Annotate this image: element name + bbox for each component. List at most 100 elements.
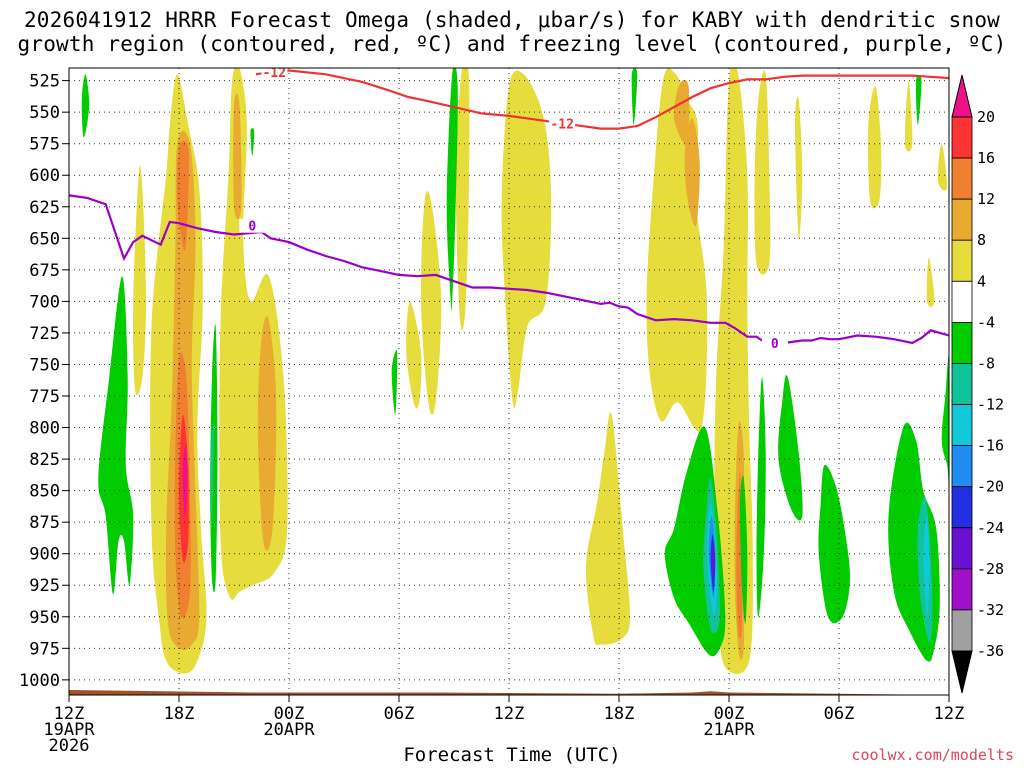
colorbar-band-1: [951, 157, 973, 200]
omega-region-11: [795, 96, 803, 240]
y-tick-label-1000: 1000: [19, 671, 60, 691]
omega-region-40: [941, 355, 949, 485]
x-tick-label-24: 12Z: [494, 704, 525, 724]
omega-region-26: [182, 445, 188, 517]
colorbar: 20 16 12 8 4 -4 -8 -12 -16 -20 -24 -28 -32 -36: [951, 74, 1004, 694]
omega-region-31: [391, 349, 398, 416]
y-tick-label-825: 825: [29, 450, 60, 470]
x-tick-label-42: 06Z: [824, 704, 855, 724]
y-tick-label-950: 950: [29, 608, 60, 628]
omega-region-30: [250, 127, 255, 157]
colorbar-label-2: 12: [977, 190, 995, 208]
colorbar-band-7: [951, 404, 973, 447]
dgz-contour-label-bg-1: [549, 116, 576, 131]
y-tick-label-600: 600: [29, 166, 60, 186]
colorbar-band-2: [951, 198, 973, 241]
omega-region-27: [81, 74, 90, 138]
x-tick-label-18: 06Z: [384, 704, 415, 724]
y-tick-label-800: 800: [29, 419, 60, 439]
x-axis-label: Forecast Time (UTC): [403, 744, 621, 766]
colorbar-band-8: [951, 445, 973, 488]
omega-region-10: [754, 70, 771, 275]
x-tick-label-6: 18Z: [164, 704, 195, 724]
omega-region-20: [673, 79, 690, 145]
site-credit[interactable]: coolwx.com/modelts: [851, 746, 1014, 764]
dgz-contour-label-1: -12: [550, 118, 573, 133]
dgz-contour-label-bg-0: [261, 68, 288, 79]
y-tick-label-625: 625: [29, 198, 60, 218]
y-tick-label-700: 700: [29, 292, 60, 312]
omega-region-37: [778, 375, 803, 521]
omega-region-32: [446, 68, 458, 311]
freezing-contour-label-0: 0: [248, 220, 256, 235]
freezing-contour-label-bg-1: [761, 336, 788, 351]
y-tick-label-850: 850: [29, 482, 60, 502]
colorbar-band-0: [951, 116, 973, 159]
grid-layer: [69, 68, 949, 695]
omega-region-36: [756, 377, 766, 617]
x-tick-label-30: 18Z: [604, 704, 635, 724]
colorbar-label-9: -20: [977, 478, 1004, 496]
omega-region-6: [501, 70, 552, 409]
colorbar-over-triangle: [951, 74, 973, 118]
colorbar-label-6: -8: [977, 354, 995, 372]
dgz-contour-label-0: -12: [263, 66, 286, 81]
colorbar-band-11: [951, 568, 973, 611]
y-tick-label-925: 925: [29, 576, 60, 596]
freezing-contour-label-1: 0: [771, 337, 779, 352]
omega-region-47: [923, 515, 930, 617]
x-tick-label-48: 12Z: [934, 704, 965, 724]
omega-region-50: [711, 541, 715, 582]
omega-region-3: [406, 301, 422, 409]
colorbar-label-0: 20: [977, 108, 995, 126]
y-axis: 525 550 575 600 625 650 675 700 725 750 775 800 825 8…: [19, 72, 69, 691]
colorbar-label-11: -28: [977, 560, 1004, 578]
omega-region-38: [818, 464, 851, 624]
colorbar-label-4: 4: [977, 272, 986, 290]
contour-layer: -12 -12 0 0: [69, 66, 949, 352]
y-tick-label-575: 575: [29, 135, 60, 155]
chart-title-line-2: growth region (contoured, red, ºC) and f…: [17, 32, 1007, 56]
omega-region-17: [257, 316, 277, 551]
omega-region-7: [585, 412, 631, 645]
y-tick-label-550: 550: [29, 103, 60, 123]
colorbar-label-1: 16: [977, 149, 995, 167]
omega-region-2: [133, 165, 146, 396]
y-tick-label-650: 650: [29, 229, 60, 249]
colorbar-band-6: [951, 363, 973, 405]
omega-region-13: [904, 80, 913, 152]
omega-region-15: [937, 143, 948, 191]
omega-region-12: [867, 86, 882, 209]
terrain-layer: [69, 690, 949, 695]
y-tick-label-775: 775: [29, 387, 60, 407]
colorbar-band-3: [951, 239, 973, 282]
colorbar-label-8: -16: [977, 437, 1004, 455]
omega-region-42: [421, 515, 431, 573]
colorbar-label-7: -12: [977, 396, 1004, 414]
freezing-contour-line: [69, 194, 949, 345]
colorbar-label-3: 8: [977, 231, 986, 249]
colorbar-band-10: [951, 527, 973, 570]
dgz-contour-line: [255, 69, 949, 130]
y-tick-label-900: 900: [29, 545, 60, 565]
omega-region-18: [233, 93, 242, 220]
x-tick-label-12: 00Z: [274, 704, 305, 724]
colorbar-label-12: -32: [977, 601, 1004, 619]
y-tick-label-725: 725: [29, 324, 60, 344]
omega-region-45: [211, 423, 214, 529]
omega-region-19: [684, 118, 700, 227]
colorbar-band-12: [951, 609, 973, 652]
omega-region-35: [739, 475, 748, 624]
freezing-contour-label-bg-0: [239, 218, 266, 233]
omega-region-4: [420, 191, 442, 415]
terrain-fill: [69, 690, 949, 695]
colorbar-under-triangle: [951, 650, 973, 694]
x-date-label-0: 19APR: [43, 720, 95, 740]
x-date-label-36: 21APR: [703, 720, 755, 740]
omega-fill-layer: [81, 68, 949, 674]
colorbar-label-13: -36: [977, 642, 1004, 660]
omega-region-28: [98, 276, 134, 595]
y-tick-label-875: 875: [29, 513, 60, 533]
